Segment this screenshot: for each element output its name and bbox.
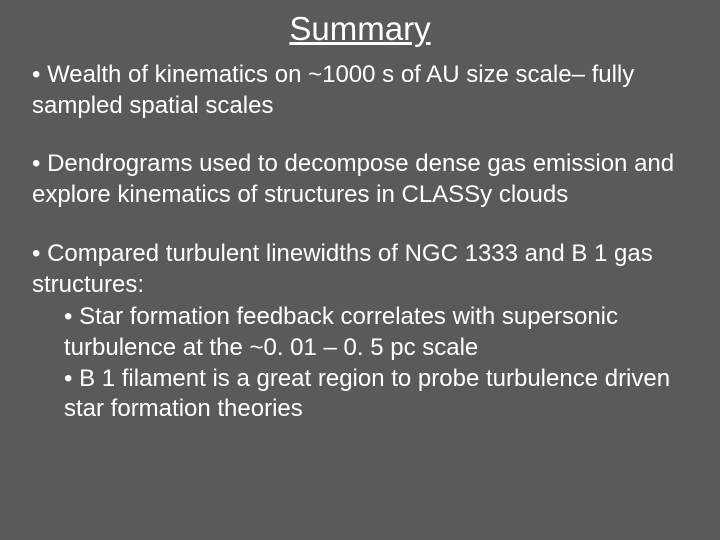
bullet-3: • Compared turbulent linewidths of NGC 1… [32,239,688,425]
slide-title: Summary [32,10,688,48]
slide-container: Summary • Wealth of kinematics on ~1000 … [0,0,720,540]
bullet-1-text: • Wealth of kinematics on ~1000 s of AU … [32,61,634,119]
bullet-3-text: • Compared turbulent linewidths of NGC 1… [32,240,653,298]
bullet-3-sub-2: • B 1 filament is a great region to prob… [64,364,688,425]
bullet-3-sub: • Star formation feedback correlates wit… [64,302,688,425]
bullet-2: • Dendrograms used to decompose dense ga… [32,149,688,210]
bullet-3-sub-1: • Star formation feedback correlates wit… [64,302,688,363]
bullet-1: • Wealth of kinematics on ~1000 s of AU … [32,60,688,121]
bullet-2-text: • Dendrograms used to decompose dense ga… [32,150,674,208]
